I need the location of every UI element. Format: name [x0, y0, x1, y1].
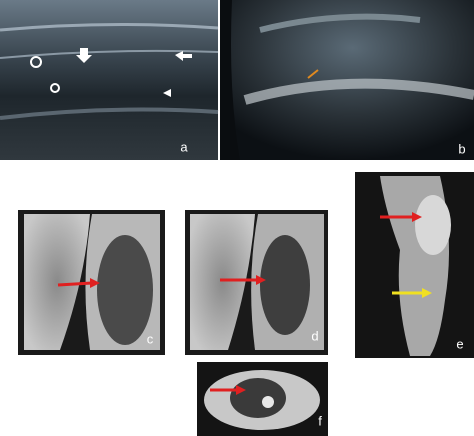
panel-label: a — [180, 139, 188, 154]
panel-c: c — [18, 210, 165, 355]
panel-a: a — [0, 0, 219, 160]
panel-label: b — [458, 141, 465, 156]
panel-label: d — [311, 328, 318, 343]
panel-b: b — [220, 0, 474, 160]
panel-d: d — [185, 210, 328, 355]
panel-label: f — [318, 413, 322, 428]
panel-label: c — [147, 331, 154, 346]
panel-f: f — [197, 362, 328, 436]
panel-e: e — [355, 172, 474, 358]
panel-label: e — [456, 336, 463, 351]
